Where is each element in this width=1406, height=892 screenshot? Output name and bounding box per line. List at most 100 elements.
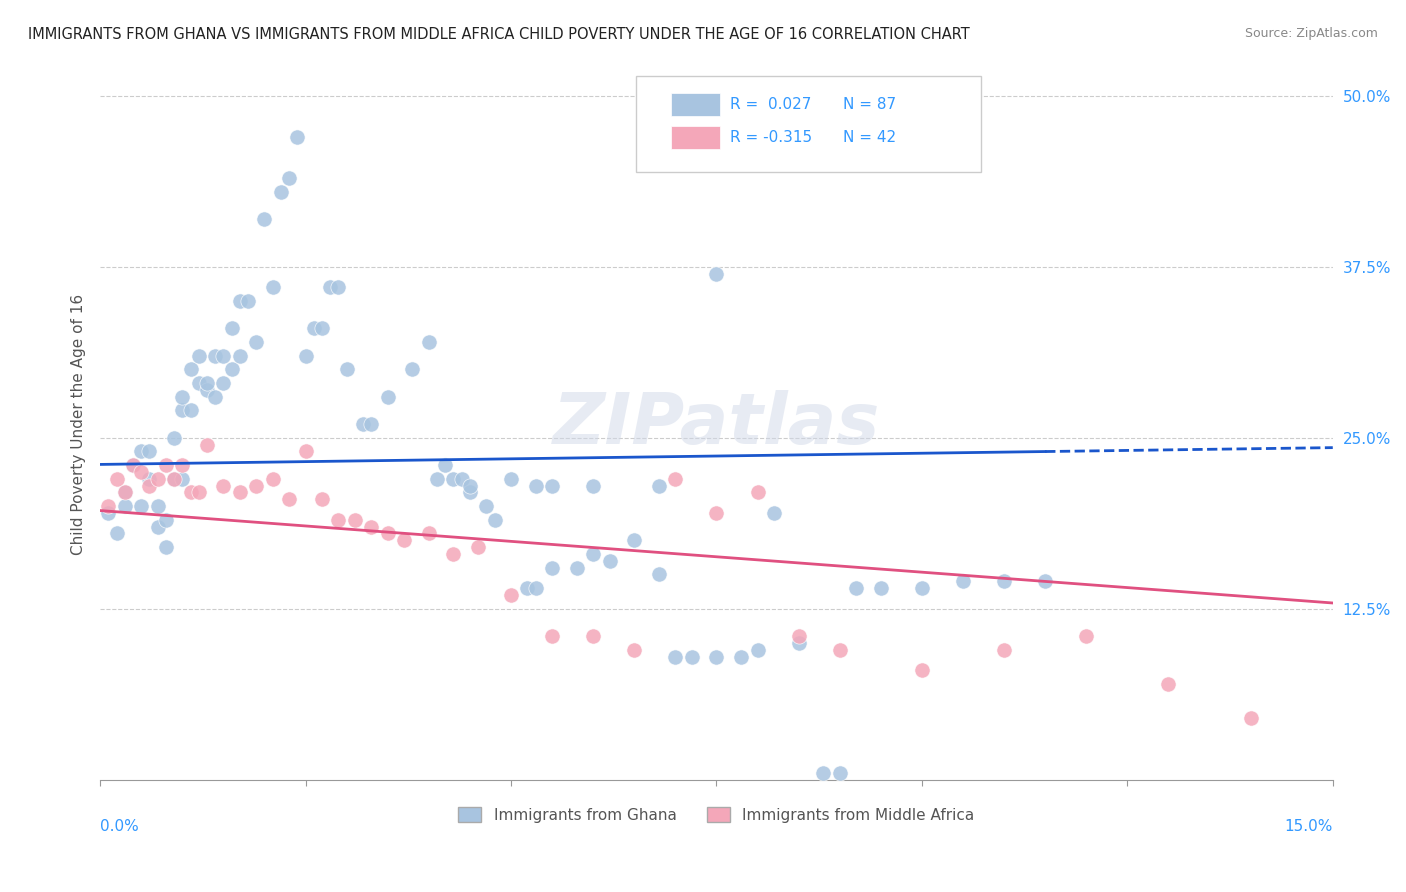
Point [706, 267, 728, 281]
Point [730, 649, 752, 664]
Point [146, 499, 169, 513]
Point [253, 211, 276, 226]
FancyBboxPatch shape [637, 76, 981, 171]
Point [993, 642, 1015, 657]
Point [172, 390, 194, 404]
Point [787, 629, 810, 643]
Point [195, 383, 218, 397]
Point [911, 581, 934, 595]
Point [582, 547, 605, 561]
Point [443, 547, 465, 561]
Point [443, 472, 465, 486]
Point [952, 574, 974, 589]
Point [212, 478, 235, 492]
Point [311, 321, 333, 335]
Point [180, 403, 202, 417]
Point [352, 417, 374, 431]
Point [302, 321, 325, 335]
Point [813, 765, 835, 780]
Point [187, 349, 209, 363]
Point [787, 636, 810, 650]
Point [426, 472, 449, 486]
Point [262, 280, 284, 294]
Point [278, 170, 301, 185]
Point [336, 362, 359, 376]
Point [434, 458, 457, 472]
Point [328, 513, 350, 527]
Point [541, 629, 564, 643]
Point [187, 376, 209, 390]
Point [343, 513, 366, 527]
Text: Source: ZipAtlas.com: Source: ZipAtlas.com [1244, 27, 1378, 40]
Point [114, 499, 136, 513]
Point [221, 362, 243, 376]
Point [221, 321, 243, 335]
Point [623, 533, 645, 548]
Point [648, 567, 671, 582]
Text: N = 42: N = 42 [844, 130, 897, 145]
Point [172, 458, 194, 472]
Point [541, 478, 564, 492]
Point [245, 478, 267, 492]
Point [377, 390, 399, 404]
Point [245, 334, 267, 349]
Point [163, 472, 186, 486]
Text: R = -0.315: R = -0.315 [730, 130, 813, 145]
Point [450, 472, 472, 486]
Point [1076, 629, 1098, 643]
Point [285, 129, 308, 144]
Point [146, 519, 169, 533]
Point [1157, 677, 1180, 691]
Point [499, 472, 522, 486]
Point [122, 458, 145, 472]
Point [1239, 711, 1261, 725]
Text: N = 87: N = 87 [844, 97, 897, 112]
Point [319, 280, 342, 294]
Point [129, 444, 152, 458]
Point [392, 533, 415, 548]
Point [262, 472, 284, 486]
Point [484, 513, 506, 527]
Point [97, 506, 120, 520]
Point [105, 526, 128, 541]
Point [212, 376, 235, 390]
Point [648, 478, 671, 492]
Point [195, 376, 218, 390]
Y-axis label: Child Poverty Under the Age of 16: Child Poverty Under the Age of 16 [72, 293, 86, 555]
Point [172, 403, 194, 417]
Point [524, 581, 547, 595]
Point [204, 390, 226, 404]
Legend: Immigrants from Ghana, Immigrants from Middle Africa: Immigrants from Ghana, Immigrants from M… [453, 801, 980, 829]
Point [328, 280, 350, 294]
Point [828, 765, 851, 780]
Point [155, 458, 177, 472]
Point [229, 293, 252, 308]
Point [229, 349, 252, 363]
Point [467, 540, 489, 554]
Point [212, 349, 235, 363]
Point [138, 444, 160, 458]
Point [458, 478, 481, 492]
Point [146, 472, 169, 486]
Point [582, 478, 605, 492]
Point [993, 574, 1015, 589]
Point [114, 485, 136, 500]
Point [294, 349, 316, 363]
Point [187, 485, 209, 500]
Point [458, 485, 481, 500]
Point [97, 499, 120, 513]
Point [418, 526, 440, 541]
Point [129, 465, 152, 479]
Point [747, 642, 769, 657]
Point [623, 642, 645, 657]
Text: 0.0%: 0.0% [100, 819, 139, 834]
Text: ZIPatlas: ZIPatlas [553, 390, 880, 458]
Point [475, 499, 498, 513]
Point [762, 506, 785, 520]
Point [129, 499, 152, 513]
Point [582, 629, 605, 643]
Point [516, 581, 538, 595]
Point [911, 663, 934, 677]
Text: 15.0%: 15.0% [1285, 819, 1333, 834]
Point [105, 472, 128, 486]
